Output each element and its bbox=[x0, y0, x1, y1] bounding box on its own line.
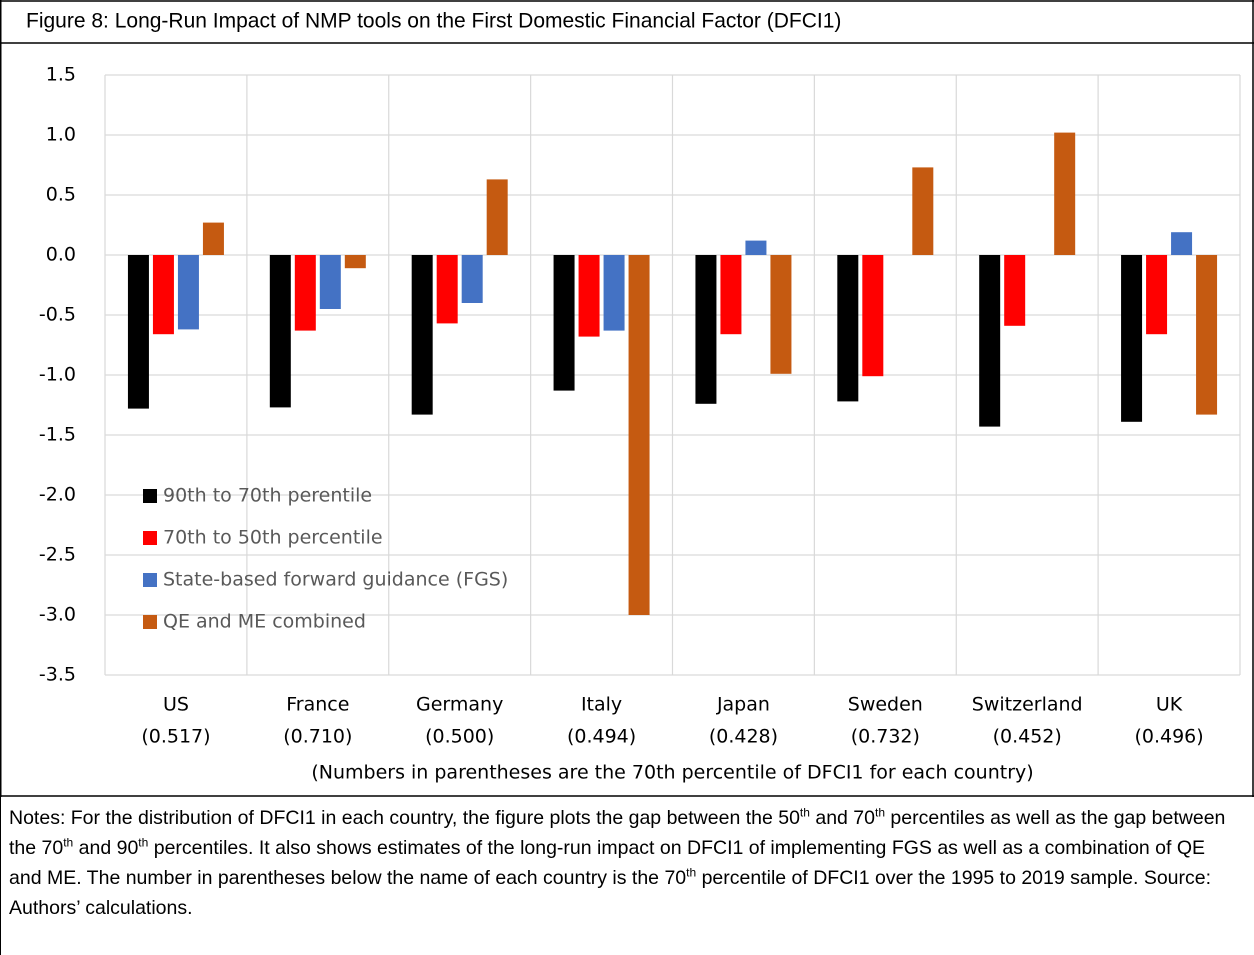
y-tick-label: -3.0 bbox=[39, 604, 76, 626]
bar bbox=[979, 255, 1001, 427]
x-tick-sublabel: (0.496) bbox=[1134, 726, 1203, 748]
legend-swatch bbox=[143, 531, 157, 545]
legend-label: QE and ME combined bbox=[163, 611, 366, 633]
legend-label: 90th to 70th perentile bbox=[163, 485, 372, 507]
x-tick-sublabel: (0.500) bbox=[425, 726, 494, 748]
bar bbox=[1054, 132, 1076, 255]
x-tick-sublabel: (0.732) bbox=[851, 726, 920, 748]
bar bbox=[837, 255, 859, 402]
bar bbox=[269, 255, 291, 408]
x-axis-note: (Numbers in parentheses are the 70th per… bbox=[311, 762, 1033, 784]
y-tick-label: 0.0 bbox=[46, 244, 76, 266]
legend-swatch bbox=[143, 489, 157, 503]
notes-text: percentiles. It also shows estimates of … bbox=[9, 837, 1206, 889]
legend-label: 70th to 50th percentile bbox=[163, 527, 383, 549]
y-tick-label: 0.5 bbox=[46, 184, 76, 206]
x-tick-label: Sweden bbox=[848, 694, 923, 716]
x-tick-label: Switzerland bbox=[972, 694, 1083, 716]
chart: Figure 8: Long-Run Impact of NMP tools o… bbox=[0, 0, 1254, 797]
notes-text: and 90 bbox=[73, 837, 139, 859]
bar bbox=[862, 255, 884, 377]
x-tick-sublabel: (0.710) bbox=[283, 726, 352, 748]
x-tick-label: US bbox=[163, 694, 189, 716]
notes-superscript: th bbox=[63, 835, 74, 850]
bar bbox=[553, 255, 575, 391]
bar bbox=[770, 255, 792, 374]
y-tick-label: 1.5 bbox=[46, 64, 76, 86]
notes-text: percentiles as well as the gap between t… bbox=[9, 807, 1226, 859]
y-tick-label: -0.5 bbox=[39, 304, 76, 326]
bar bbox=[1004, 255, 1026, 326]
legend-label: State-based forward guidance (FGS) bbox=[163, 569, 508, 591]
notes-superscript: th bbox=[686, 865, 697, 880]
y-tick-label: -1.0 bbox=[39, 364, 76, 386]
y-tick-label: -1.5 bbox=[39, 424, 76, 446]
bar bbox=[486, 179, 508, 255]
x-tick-sublabel: (0.452) bbox=[993, 726, 1062, 748]
x-tick-sublabel: (0.517) bbox=[141, 726, 210, 748]
bar bbox=[912, 167, 934, 255]
notes-text: percentile of DFCI1 over the 1995 to 201… bbox=[9, 867, 1212, 919]
notes-text: and 70 bbox=[809, 807, 875, 829]
bar bbox=[603, 255, 625, 331]
bar bbox=[152, 255, 174, 335]
notes-superscript: th bbox=[138, 835, 149, 850]
bar bbox=[202, 222, 224, 255]
bar bbox=[720, 255, 742, 335]
notes: Notes: For the distribution of DFCI1 in … bbox=[0, 797, 1238, 955]
bar bbox=[461, 255, 483, 303]
bar bbox=[319, 255, 341, 309]
x-tick-label: UK bbox=[1156, 694, 1183, 716]
notes-superscript: th bbox=[799, 805, 810, 820]
bar bbox=[344, 255, 366, 269]
x-tick-label: Germany bbox=[416, 694, 503, 716]
bar bbox=[436, 255, 458, 324]
bar bbox=[1196, 255, 1218, 415]
y-tick-label: 1.0 bbox=[46, 124, 76, 146]
x-tick-sublabel: (0.494) bbox=[567, 726, 636, 748]
bar bbox=[628, 255, 650, 615]
x-tick-label: Japan bbox=[716, 694, 770, 716]
bar bbox=[177, 255, 199, 330]
y-tick-label: -3.5 bbox=[39, 664, 76, 686]
notes-superscript: th bbox=[875, 805, 886, 820]
y-tick-label: -2.0 bbox=[39, 484, 76, 506]
x-tick-label: Italy bbox=[581, 694, 622, 716]
bar bbox=[127, 255, 149, 409]
legend-swatch bbox=[143, 573, 157, 587]
bar bbox=[745, 240, 767, 255]
bar bbox=[1121, 255, 1143, 422]
notes-text: Notes: For the distribution of DFCI1 in … bbox=[9, 807, 800, 829]
bar bbox=[411, 255, 433, 415]
chart-title: Figure 8: Long-Run Impact of NMP tools o… bbox=[26, 10, 841, 33]
bar bbox=[1146, 255, 1168, 335]
bar bbox=[695, 255, 717, 404]
bar bbox=[1171, 232, 1193, 255]
x-tick-sublabel: (0.428) bbox=[709, 726, 778, 748]
bar bbox=[578, 255, 600, 337]
bar bbox=[294, 255, 316, 331]
y-tick-label: -2.5 bbox=[39, 544, 76, 566]
legend-swatch bbox=[143, 615, 157, 629]
x-tick-label: France bbox=[286, 694, 349, 716]
